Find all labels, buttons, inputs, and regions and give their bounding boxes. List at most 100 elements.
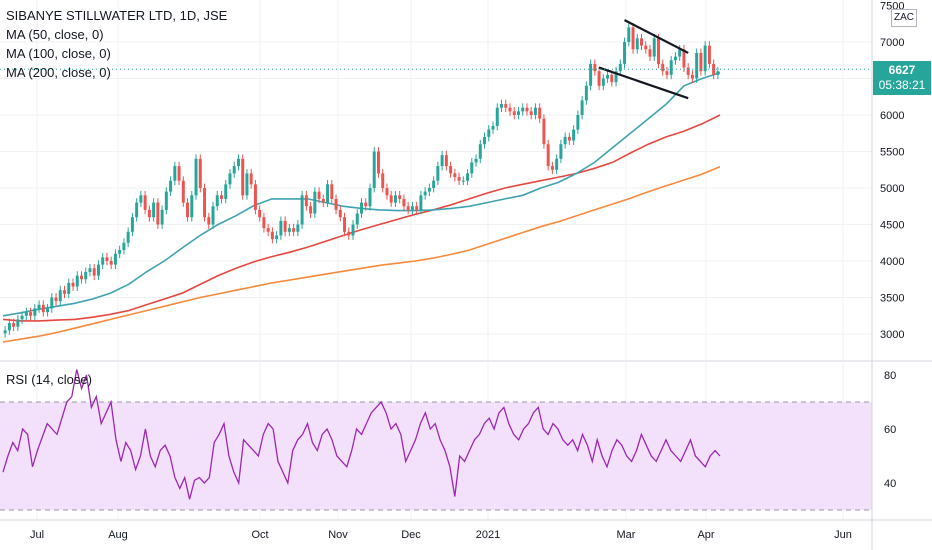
candle-body (12, 323, 16, 327)
candle-body (593, 63, 597, 72)
candle-body (487, 129, 491, 137)
candle-body (156, 202, 160, 225)
candle-body (656, 38, 660, 64)
candle-body (143, 195, 147, 210)
candle-body (309, 206, 313, 214)
candle-body (525, 107, 529, 112)
candle-body (695, 52, 699, 79)
time-tick-label: Jun (834, 529, 852, 541)
candle-body (67, 282, 71, 294)
candle-body (266, 228, 270, 232)
candle-body (686, 67, 690, 75)
candle-body (483, 136, 487, 145)
candle-body (389, 195, 393, 203)
candle-body (453, 173, 457, 178)
rsi-line (2, 369, 721, 500)
rsi-tick-label: 60 (884, 424, 896, 436)
candle-body (122, 242, 126, 251)
candle-body (207, 217, 211, 225)
price-tick-label: 4000 (880, 256, 904, 268)
candle-body (279, 220, 283, 236)
candle-body (41, 304, 45, 313)
candle-body (623, 42, 627, 64)
candle-body (512, 111, 516, 115)
candle-body (457, 177, 461, 181)
candle-body (703, 45, 707, 72)
candle-body (406, 206, 410, 210)
candle-body (330, 184, 334, 199)
candle-body (491, 125, 495, 130)
ma200-legend: MA (200, close, 0) (6, 65, 111, 80)
candle-body (606, 74, 610, 79)
candle-body (678, 49, 682, 57)
candle-body (461, 180, 465, 182)
candle-body (118, 250, 122, 254)
candle-body (113, 253, 117, 265)
candle-body (343, 217, 347, 232)
candle-body (415, 206, 419, 210)
rsi-tick-label: 80 (884, 370, 896, 382)
candle-body (440, 155, 444, 167)
candle-body (466, 173, 470, 181)
rsi-tick-label: 40 (884, 478, 896, 490)
candle-body (347, 231, 351, 236)
candle-body (37, 304, 41, 309)
channel-upper-line (624, 19, 689, 54)
candle-body (669, 60, 673, 75)
candle-body (538, 107, 542, 119)
candle-body (444, 155, 448, 167)
candle-body (627, 27, 631, 42)
candle-body (54, 297, 58, 302)
candle-body (313, 191, 317, 214)
candle-body (75, 275, 79, 287)
ma50-legend: MA (50, close, 0) (6, 27, 104, 42)
candle-body (326, 184, 330, 203)
candle-body (160, 209, 164, 225)
candle-body (419, 195, 423, 210)
candle-body (563, 136, 567, 145)
ma100-line (2, 114, 721, 322)
price-tick-label: 5500 (880, 147, 904, 159)
candle-body (7, 323, 11, 331)
candle-body (334, 198, 338, 210)
candle-body (533, 107, 537, 115)
candle-body (368, 188, 372, 207)
currency-badge[interactable]: ZAC (891, 9, 917, 27)
rsi-band-fill (0, 402, 872, 510)
candles (3, 23, 720, 338)
candle-body (177, 166, 181, 181)
candle-body (147, 209, 151, 218)
candle-body (393, 195, 397, 203)
candle-body (436, 166, 440, 181)
candle-body (355, 213, 359, 225)
candle-body (644, 45, 648, 50)
channel-lower-line (598, 66, 689, 100)
candle-body (351, 224, 355, 236)
candle-body (245, 173, 249, 196)
candle-body (152, 202, 156, 218)
candle-body (71, 282, 75, 287)
candle-body (402, 198, 406, 207)
candle-body (211, 206, 215, 225)
candle-body (474, 158, 478, 163)
candle-body (504, 104, 508, 108)
candle-body (338, 209, 342, 218)
candle-body (253, 184, 257, 210)
candle-body (423, 191, 427, 196)
candle-body (576, 115, 580, 130)
price-tick-label: 6000 (880, 110, 904, 122)
candle-body (109, 261, 113, 265)
last-price: 6627 (888, 63, 916, 77)
time-axis-labels: Jul Aug Oct Nov Dec 2021 Mar Apr Jun (30, 529, 852, 541)
candle-body (635, 38, 639, 50)
candle-body (631, 27, 635, 50)
candle-body (317, 191, 321, 199)
candle-body (360, 202, 363, 214)
candle-body (381, 173, 385, 188)
candle-body (224, 184, 228, 199)
price-axis-labels: 3000350040004500500055006000650070007500 (880, 1, 904, 342)
last-price-tag: 6627 05:38:21 (873, 61, 931, 95)
candle-body (292, 228, 296, 232)
